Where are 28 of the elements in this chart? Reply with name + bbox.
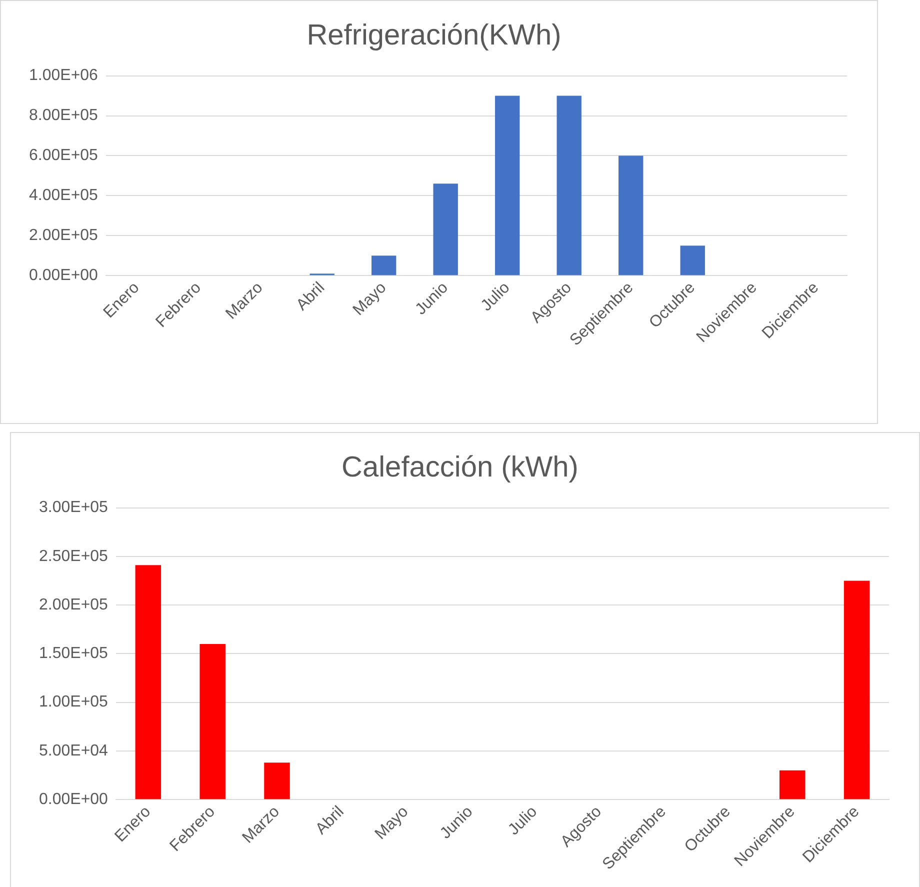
y-tick-label: 3.00E+05 — [39, 499, 108, 516]
y-tick-label: 2.00E+05 — [39, 596, 108, 614]
y-tick-label: 5.00E+04 — [39, 742, 108, 760]
bar — [556, 96, 582, 276]
bar — [135, 565, 162, 800]
chart-title: Calefacción (kWh) — [342, 451, 578, 484]
y-tick-label: 1.00E+06 — [29, 67, 98, 84]
y-tick-label: 2.00E+05 — [29, 227, 98, 244]
y-tick-label: 0.00E+00 — [39, 790, 108, 808]
y-tick-label: 8.00E+05 — [29, 107, 98, 124]
bar — [371, 256, 396, 276]
x-tick-label: Julio — [505, 803, 541, 839]
y-tick-label: 4.00E+05 — [29, 187, 98, 204]
y-tick-label: 2.50E+05 — [39, 548, 108, 565]
bar — [779, 770, 806, 800]
y-tick-label: 1.00E+05 — [39, 694, 108, 711]
bar — [618, 156, 644, 276]
bar — [844, 580, 870, 800]
y-tick-label: 0.00E+00 — [29, 266, 98, 284]
bar — [200, 644, 226, 800]
chart-title: Refrigeración(KWh) — [306, 19, 562, 52]
y-tick-label: 1.50E+05 — [39, 645, 108, 662]
bar — [433, 184, 458, 276]
bar — [495, 96, 520, 276]
bar — [264, 762, 290, 800]
y-tick-label: 6.00E+05 — [29, 147, 98, 164]
x-tick-label: Julio — [478, 279, 514, 315]
bar — [680, 246, 705, 276]
